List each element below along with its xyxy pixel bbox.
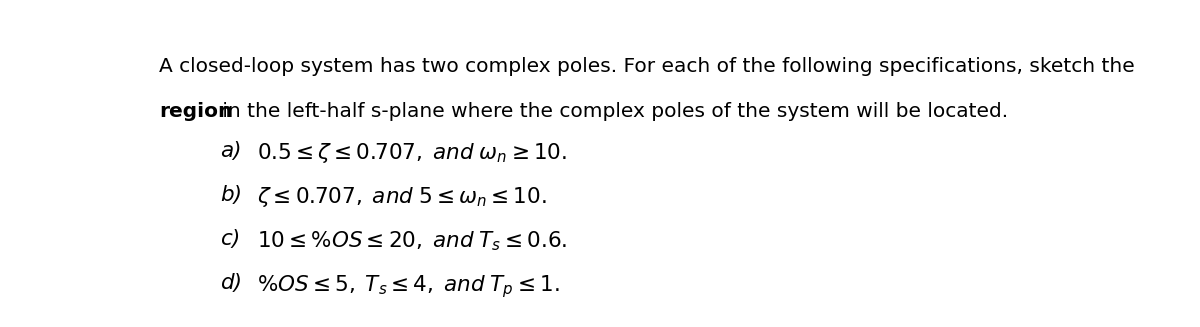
Text: $0.5 \leq \zeta \leq 0.707, \; \mathit{and} \; \omega_n \geq 10.$: $0.5 \leq \zeta \leq 0.707, \; \mathit{a…: [257, 141, 568, 165]
Text: c): c): [220, 229, 240, 250]
Text: b): b): [220, 185, 241, 205]
Text: $\mathit{\%OS} \leq 5, \; T_s \leq 4, \; \mathit{and} \; T_p \leq 1.$: $\mathit{\%OS} \leq 5, \; T_s \leq 4, \;…: [257, 273, 559, 300]
Text: in the left-half s-plane where the complex poles of the system will be located.: in the left-half s-plane where the compl…: [216, 102, 1008, 121]
Text: $\zeta \leq 0.707, \; \mathit{and} \; 5 \leq \omega_n \leq 10.$: $\zeta \leq 0.707, \; \mathit{and} \; 5 …: [257, 185, 547, 209]
Text: a): a): [220, 141, 241, 161]
Text: d): d): [220, 273, 241, 293]
Text: A closed-loop system has two complex poles. For each of the following specificat: A closed-loop system has two complex pol…: [160, 57, 1135, 76]
Text: $10 \leq \mathit{\%OS} \leq 20, \; \mathit{and} \; T_s \leq 0.6.$: $10 \leq \mathit{\%OS} \leq 20, \; \math…: [257, 229, 568, 253]
Text: region: region: [160, 102, 233, 121]
